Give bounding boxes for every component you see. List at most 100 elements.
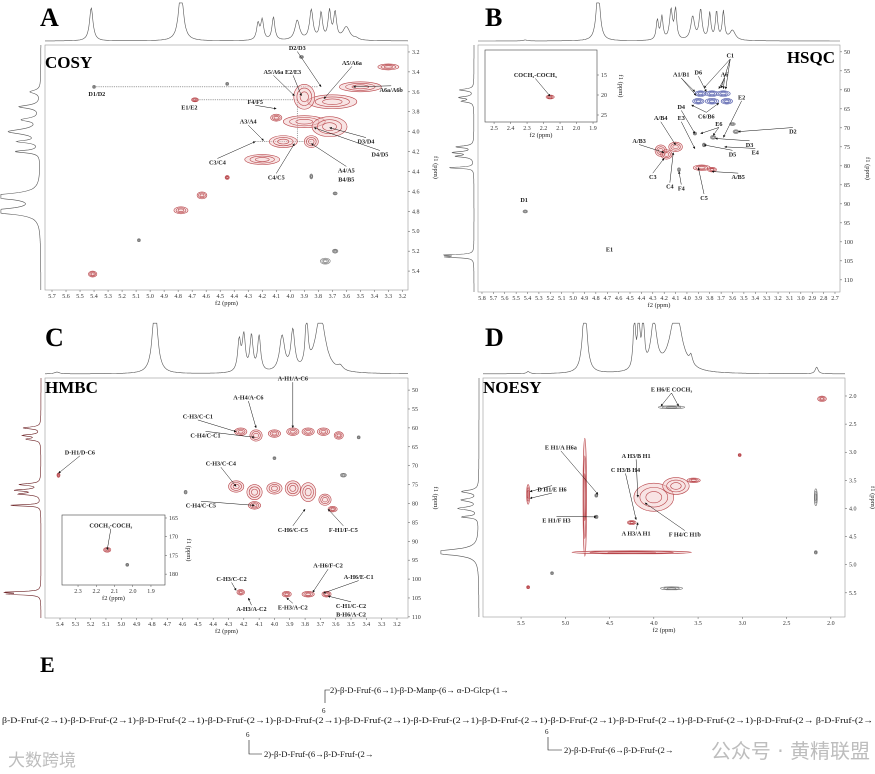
position-6-top: 6: [322, 707, 326, 715]
x-tick-label: 4.4: [209, 622, 217, 628]
contour-line: [305, 592, 311, 596]
contour-peak: [246, 484, 263, 501]
peak-annotation: B4/B5: [338, 176, 354, 183]
y-tick-label: 170: [169, 535, 178, 541]
panel-letter: A: [40, 3, 59, 32]
peak-annotation: A-H1/A-C6: [278, 376, 308, 383]
contour-line: [287, 482, 299, 494]
contour-line: [320, 495, 330, 504]
contour-line: [284, 592, 289, 596]
y-tick-label: 75: [844, 145, 850, 151]
contour-peak: [183, 489, 188, 495]
annotation-arrow: [718, 77, 725, 89]
y-tick-label: 5.0: [849, 563, 857, 569]
peak-annotation: B-H6/A-C2: [336, 611, 366, 618]
x-tick-label: 4.6: [615, 296, 623, 302]
contour-line: [251, 488, 258, 496]
peak-annotation: C H3/B H4: [611, 467, 640, 474]
peak-annotation: A5/A6a: [342, 60, 362, 67]
y-axis-label: f1 (ppm): [432, 156, 439, 179]
y-tick-label: 100: [412, 577, 421, 583]
plot-frame: [477, 44, 841, 293]
contour-line: [254, 157, 270, 162]
peak-annotation: A-H6/E-C1: [344, 574, 374, 581]
contour-peak: [268, 429, 281, 438]
contour-line: [660, 586, 683, 591]
peak-annotation: C4/C5: [268, 174, 285, 181]
x-tick-label: 4.3: [649, 296, 657, 302]
contour-line: [718, 91, 729, 96]
contour-line: [639, 487, 669, 508]
annotation-arrow: [276, 143, 295, 174]
contour-line: [230, 482, 242, 491]
contour-line: [340, 473, 346, 477]
contour-line: [289, 485, 297, 492]
contour-line: [657, 405, 686, 410]
x-tick-label: 3.7: [317, 622, 325, 628]
contour-line: [527, 490, 530, 499]
f1-projection-spectrum: [3, 378, 42, 618]
contour-peak: [272, 456, 277, 460]
panel-d-noesy: 5.5 5.0 4.5 4.0 3.5 3.0 2.5 2.0 2.0 2.5 3.0 3.5 4.0 4…: [440, 322, 875, 634]
contour-line: [57, 473, 60, 477]
annotation-arrow: [231, 582, 237, 591]
panel-b-hsqc: 5.8 5.7 5.6 5.5 5.4 5.3 5.2 5.1 5.0 4.9 4.8 4.7 4.6 4…: [443, 2, 871, 309]
y-tick-label: 165: [169, 516, 178, 522]
contour-line: [678, 168, 680, 171]
branch-bottom-2: 2)-β-D-Fruf-(6→β-D-Fruf-(2→: [564, 745, 673, 755]
f2-projection-spectrum: [478, 2, 840, 42]
annotation-arrow: [106, 528, 112, 551]
y-tick-label: 5.5: [849, 591, 857, 597]
contour-line: [309, 173, 314, 180]
x-tick-label: 5.6: [501, 296, 509, 302]
contour-line: [89, 271, 96, 277]
contour-peak: [228, 480, 245, 493]
contour-line: [351, 84, 370, 90]
peak-annotation: C-H4/C-C1: [190, 432, 220, 439]
f1-projection-spectrum: [0, 45, 42, 290]
contour-line: [380, 64, 397, 70]
x-tick-label: 2.8: [820, 296, 828, 302]
x-axis-label: f2 (ppm): [648, 302, 671, 309]
contour-line: [126, 563, 129, 566]
peak-annotation: E6: [715, 121, 722, 128]
contour-line: [711, 136, 715, 139]
x-tick-label: 3.4: [752, 296, 760, 302]
contour-line: [818, 396, 826, 402]
peak-annotation: C-H4/C-C5: [186, 502, 216, 509]
annotation-arrow: [286, 597, 293, 604]
peak-annotation: D6: [695, 70, 703, 77]
contour-line: [677, 168, 681, 172]
peak-annotation: E1/E2: [181, 105, 197, 112]
contour-line: [607, 551, 656, 554]
contour-peak: [582, 437, 587, 557]
contour-peak: [660, 149, 673, 160]
contour-peak: [56, 472, 61, 478]
contour-peak: [571, 550, 692, 555]
y-tick-label: 105: [412, 596, 421, 602]
contour-line: [273, 116, 279, 120]
contour-line: [268, 484, 281, 493]
x-tick-label: 2.4: [507, 126, 515, 132]
plot-frame: [44, 377, 409, 619]
contour-peak: [594, 493, 599, 498]
annotation-arrow: [644, 502, 685, 531]
annotation-arrow: [248, 125, 264, 141]
f1-projection-spectrum: [440, 378, 480, 617]
x-tick-label: 3.7: [329, 294, 337, 300]
x-tick-label: 4.1: [273, 294, 281, 300]
inset-plot: 2.3 2.2 2.1 2.0 1.9 165 170 175 180 f2 (ppm) f1 (p…: [61, 514, 192, 602]
contour-line: [193, 98, 197, 101]
contour-line: [595, 494, 598, 497]
x-tick-label: 5.0: [562, 621, 570, 627]
technique-label: HSQC: [787, 48, 835, 67]
contour-line: [199, 193, 205, 198]
contour-line: [125, 562, 130, 567]
contour-line: [695, 165, 709, 171]
watermark-left: 大数跨境: [8, 751, 76, 771]
peak-annotation: D1/D2: [88, 91, 105, 98]
panel-c-hmbc: 5.4 5.3 5.2 5.1 5.0 4.9 4.8 4.7 4.6 4.5 4.4 4.3 4.2 4…: [3, 322, 439, 635]
contour-peak: [225, 82, 230, 86]
contour-line: [628, 520, 636, 525]
x-tick-label: 4.9: [133, 622, 141, 628]
